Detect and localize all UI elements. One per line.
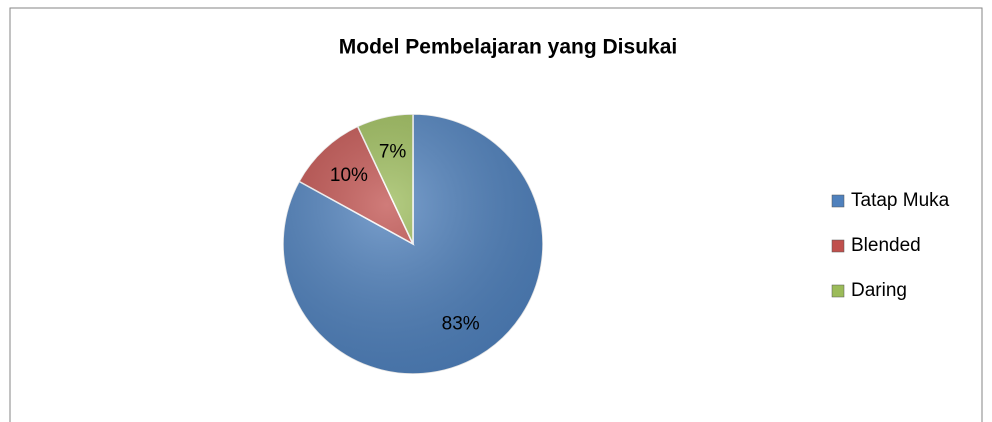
legend-label: Daring xyxy=(851,280,907,301)
legend-swatch xyxy=(831,194,845,208)
data-label: 10% xyxy=(330,165,368,186)
legend: Tatap Muka Blended Daring xyxy=(831,190,950,301)
chart-frame xyxy=(9,7,983,422)
pie xyxy=(282,113,544,375)
legend-label: Tatap Muka xyxy=(851,190,950,211)
legend-label: Blended xyxy=(851,235,921,256)
data-label: 7% xyxy=(379,142,407,163)
legend-swatch xyxy=(831,239,845,253)
chart-title: Model Pembelajaran yang Disukai xyxy=(339,36,677,59)
data-label: 83% xyxy=(442,314,480,335)
legend-swatch xyxy=(831,284,845,298)
